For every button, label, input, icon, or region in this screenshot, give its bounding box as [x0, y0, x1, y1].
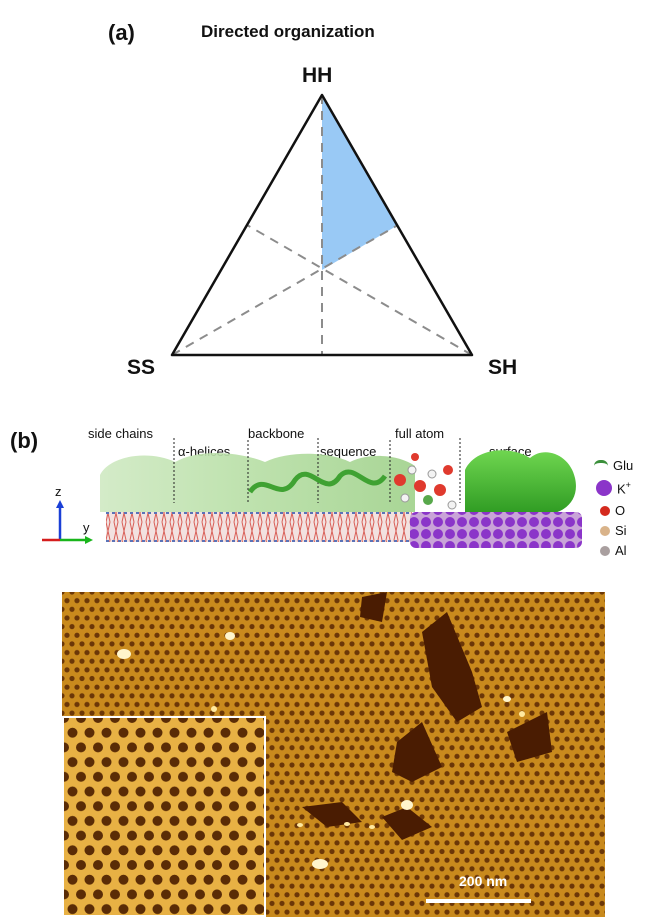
glu-residue-icon: [594, 460, 608, 471]
level-label-side-chains: side chains: [88, 426, 154, 441]
mica-substrate: [410, 512, 582, 548]
legend-item-potassium: K+: [596, 480, 631, 496]
defect-domain-3: [392, 722, 442, 782]
ternary-triangle: [170, 93, 474, 357]
defect-domain-4: [507, 712, 552, 762]
afm-inset-canvas: [64, 718, 264, 915]
level-label-sequence: sequence: [320, 444, 377, 459]
legend-item-glu: Glu: [594, 458, 633, 473]
defect-domain-2: [360, 592, 387, 622]
vertex-sh: SH: [488, 356, 518, 379]
level-label-full-atom: full atom: [395, 426, 445, 441]
legend-label-aluminum: Al: [615, 543, 627, 558]
legend-label-potassium: K+: [617, 480, 631, 497]
oxygen-atom-icon: [600, 505, 610, 516]
legend-item-silicon: Si: [600, 523, 627, 538]
median-left: [171, 224, 399, 356]
legend-label-silicon: Si: [615, 523, 627, 538]
level-label-backbone: backbone: [248, 426, 305, 441]
aluminum-atom-icon: [600, 545, 610, 556]
protein-surface-blob: [100, 452, 415, 512]
helix-ribbon: [247, 469, 388, 494]
legend-label-oxygen: O: [615, 503, 626, 518]
legend-item-oxygen: O: [600, 503, 625, 518]
legend-label-glu: Glu: [613, 458, 634, 473]
scale-bar: [426, 899, 531, 903]
scale-bar-label: 200 nm: [459, 873, 508, 889]
legend-item-aluminum: Al: [600, 543, 627, 558]
potassium-ion-icon: [596, 480, 612, 497]
shaded-region: [322, 95, 398, 270]
y-axis-label: y: [83, 520, 90, 535]
panel-a-label: (a): [108, 20, 135, 45]
surface-blob: [465, 450, 576, 515]
panel-a-title: Directed organization: [201, 22, 375, 41]
median-right: [246, 224, 473, 356]
defect-domain-1: [422, 612, 482, 722]
vertex-ss: SS: [127, 356, 156, 379]
defect-domain-6: [382, 807, 432, 840]
membrane-layer: [106, 512, 412, 542]
silicon-atom-icon: [600, 525, 610, 536]
full-atom-cluster: [394, 453, 457, 510]
vertex-hh: HH: [302, 64, 333, 87]
panel-b-label: (b): [10, 428, 39, 453]
defect-domain-5: [302, 802, 362, 827]
z-axis-label: z: [55, 484, 62, 499]
afm-inset-zoom: [62, 716, 266, 917]
